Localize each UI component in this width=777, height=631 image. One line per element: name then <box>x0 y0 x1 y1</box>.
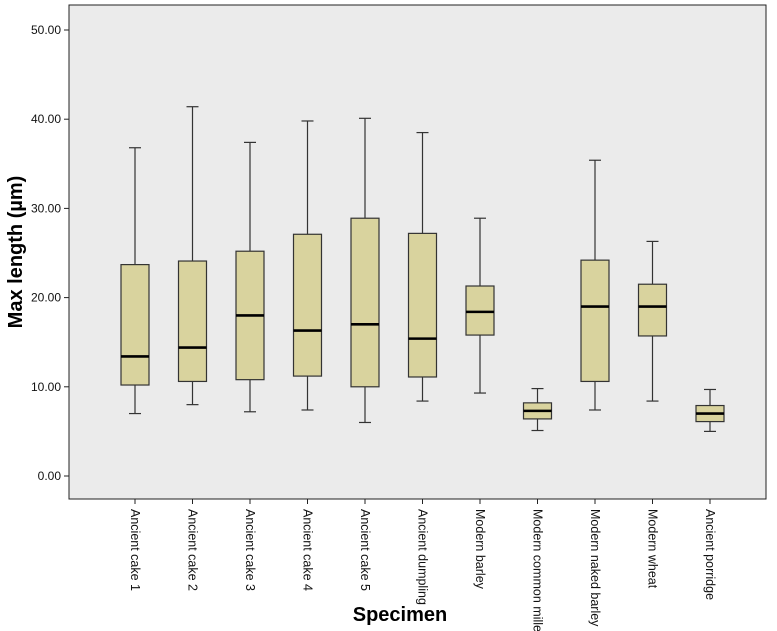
box-3 <box>235 141 265 413</box>
x-tick-label: Ancient cake 3 <box>243 509 257 591</box>
x-tick-label: Modern barley <box>473 509 487 590</box>
y-axis-title: Max length (µm) <box>5 176 27 329</box>
x-tick-label: Ancient cake 5 <box>358 509 372 591</box>
iqr-box <box>637 283 668 337</box>
box-10 <box>637 240 668 402</box>
y-tick-label: 10.00 <box>31 380 61 394</box>
iqr-box <box>177 260 208 383</box>
x-tick-label: Ancient porridge <box>703 509 717 600</box>
box-1 <box>120 147 150 415</box>
y-tick-label: 0.00 <box>38 469 62 483</box>
x-tick-label: Ancient cake 1 <box>128 509 142 591</box>
box-5 <box>350 117 380 424</box>
y-tick-label: 30.00 <box>31 201 61 215</box>
box-11 <box>695 388 725 432</box>
iqr-box <box>580 259 610 383</box>
box-8 <box>522 387 553 432</box>
y-tick-label: 20.00 <box>31 291 61 305</box>
iqr-box <box>407 232 438 378</box>
x-tick-label: Modern common millet <box>531 509 545 631</box>
box-6 <box>407 131 438 402</box>
y-tick-label: 40.00 <box>31 112 61 126</box>
iqr-box <box>120 263 150 386</box>
iqr-box <box>465 285 495 336</box>
iqr-box <box>292 233 323 377</box>
boxes <box>120 106 725 432</box>
y-axis: 0.00 10.00 20.00 30.00 40.00 50.00 <box>31 23 69 483</box>
box-9 <box>580 159 610 411</box>
x-tick-label: Ancient dumpling <box>416 509 430 605</box>
x-tick-label: Ancient cake 2 <box>186 509 200 591</box>
box-2 <box>177 106 208 406</box>
iqr-box <box>350 217 380 388</box>
box-7 <box>465 217 495 394</box>
x-tick-label: Modern naked barley <box>588 509 602 627</box>
box-4 <box>292 120 323 411</box>
y-tick-label: 50.00 <box>31 23 61 37</box>
x-axis-title: Specimen <box>353 604 447 626</box>
x-tick-label: Modern wheat <box>646 509 660 589</box>
x-axis-tick-labels: Ancient cake 1 Ancient cake 2 Ancient cake… <box>128 499 717 631</box>
x-tick-label: Ancient cake 4 <box>301 509 315 591</box>
